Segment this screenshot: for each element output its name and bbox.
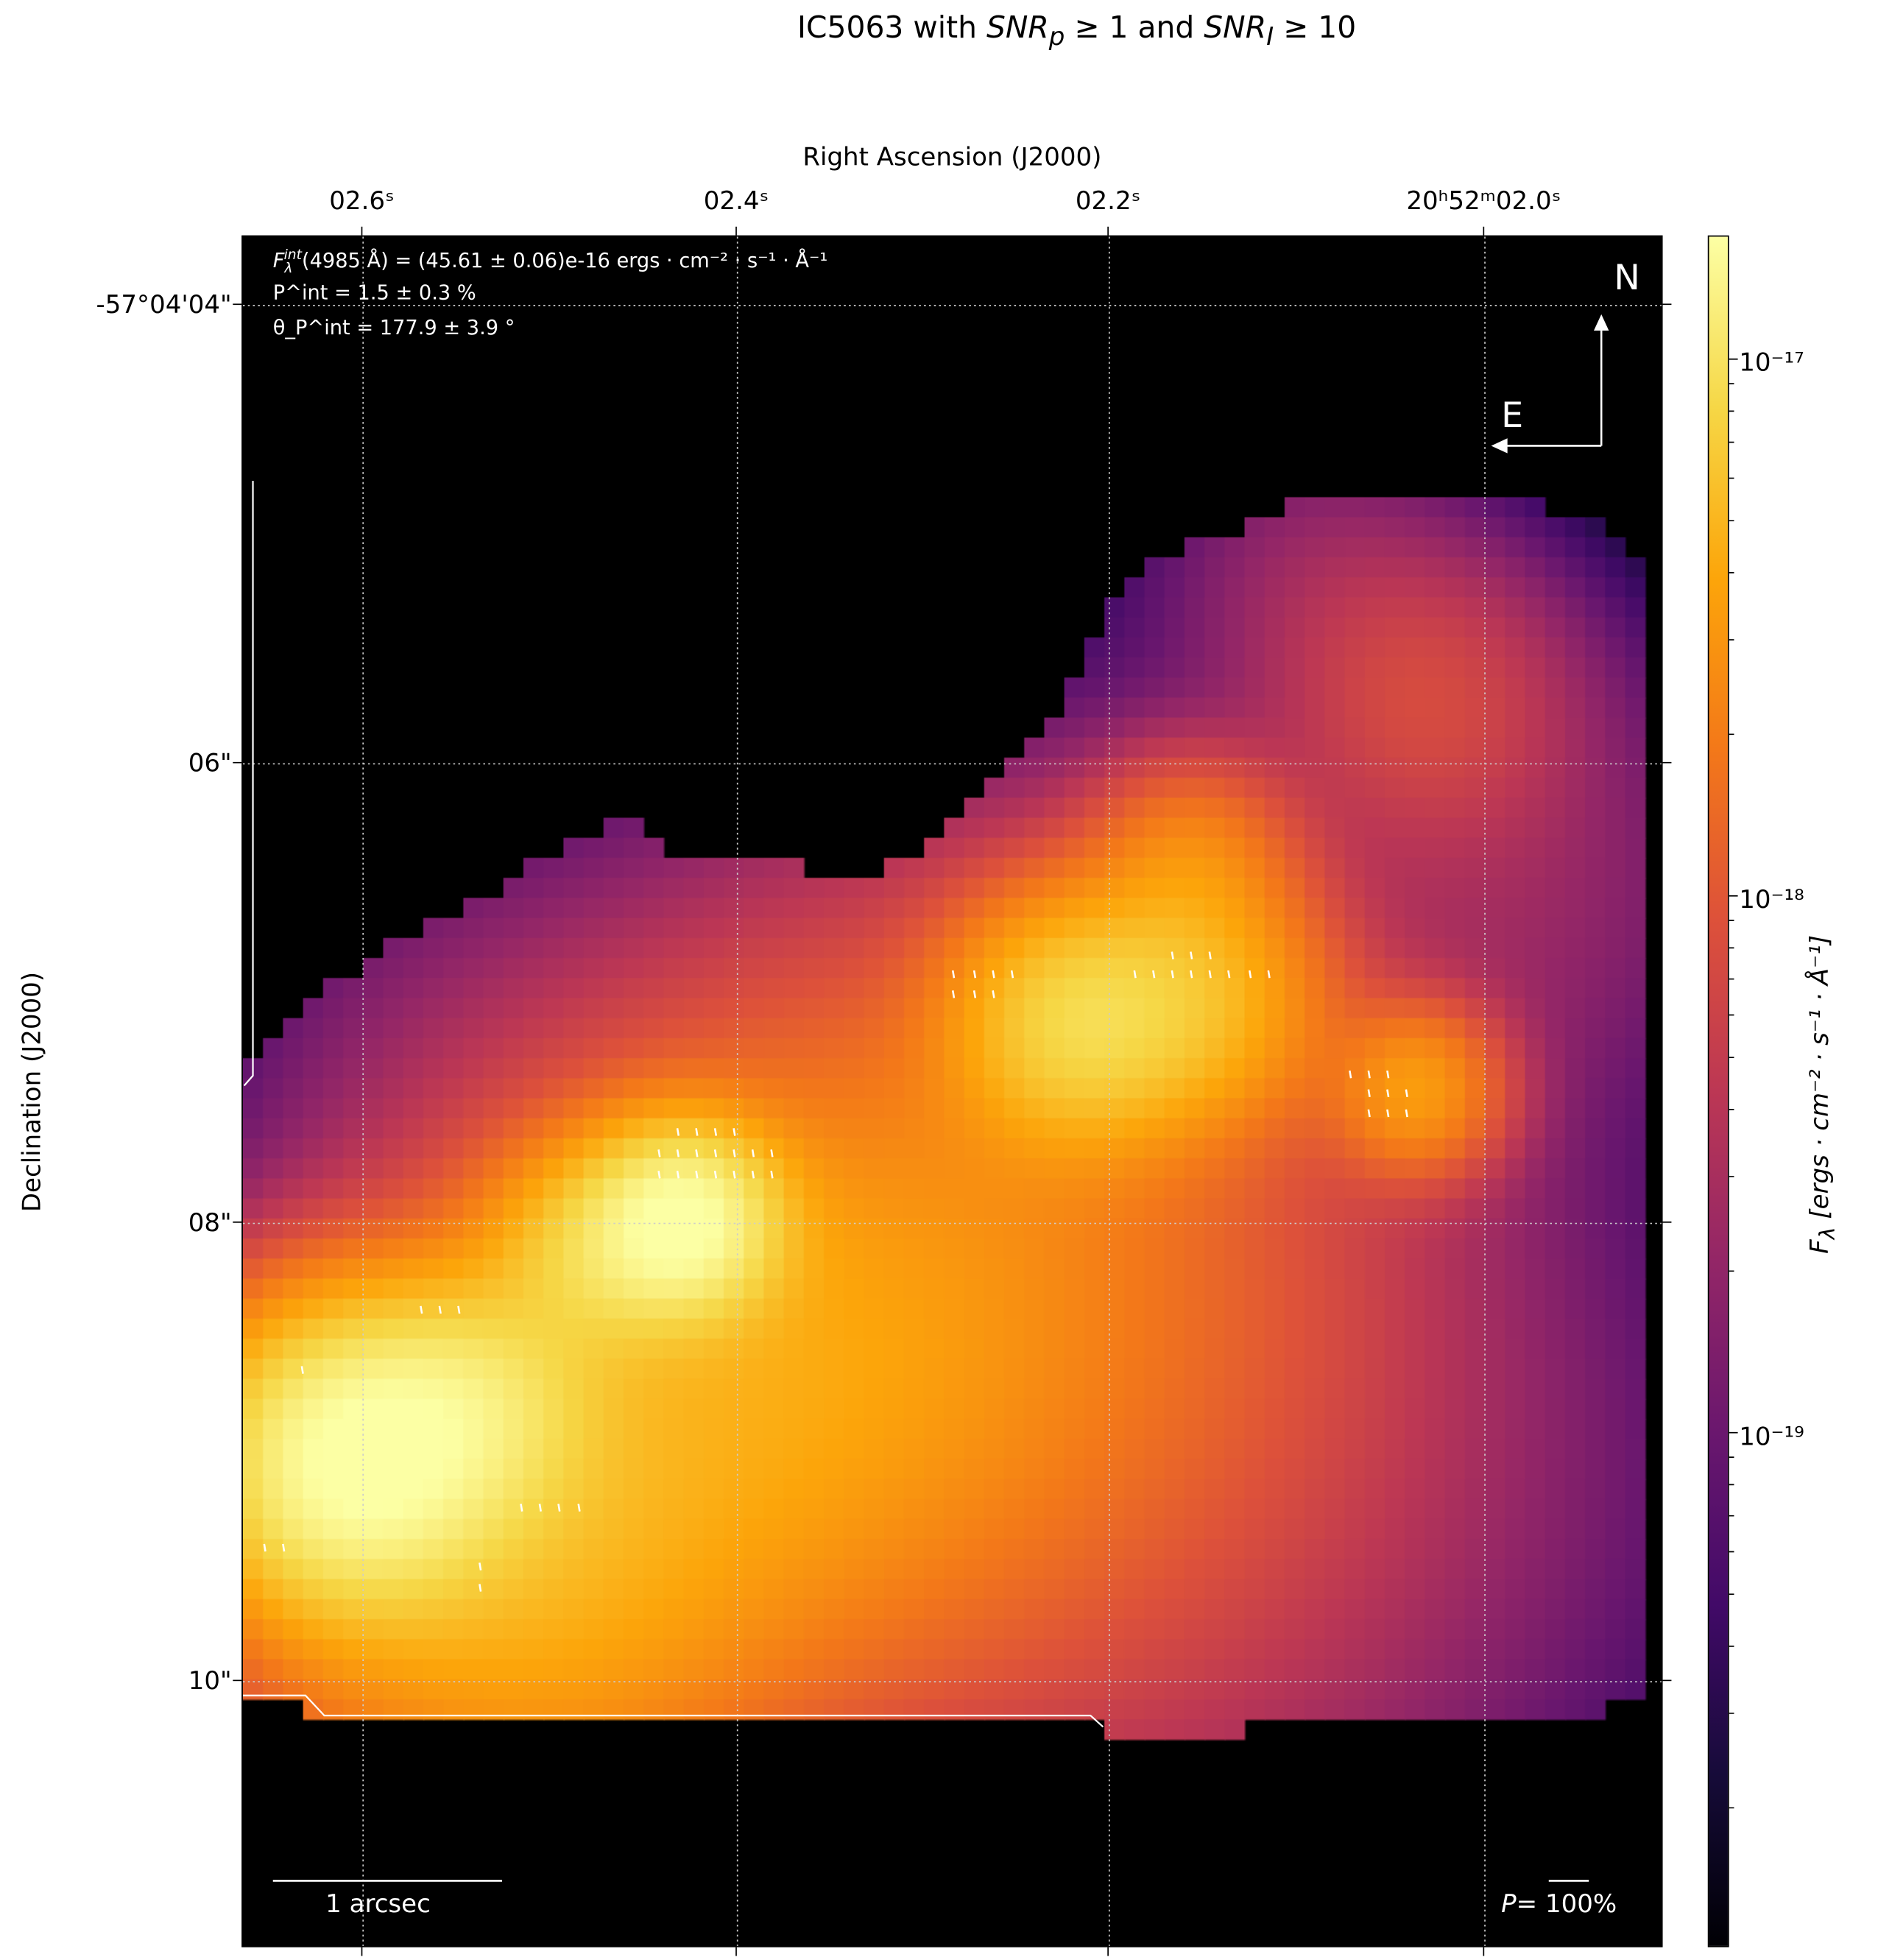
polarization-vector bbox=[1208, 951, 1212, 959]
polarization-vector bbox=[751, 1170, 755, 1179]
east-arrowhead-icon bbox=[1491, 438, 1508, 454]
x-tick-label: 02.4ˢ bbox=[703, 185, 769, 216]
polarization-vector bbox=[1405, 1089, 1408, 1098]
polarization-vector bbox=[538, 1504, 542, 1512]
title-mid: ≥ 1 and bbox=[1074, 10, 1204, 46]
polarization-vector bbox=[951, 990, 956, 998]
polarization-vector bbox=[657, 1149, 661, 1157]
compass-east-label: E bbox=[1501, 394, 1524, 436]
flux-heatmap bbox=[242, 236, 1662, 1946]
polarization-vector bbox=[1171, 970, 1174, 979]
polarization-vector bbox=[577, 1504, 581, 1512]
north-arrowhead-icon bbox=[1593, 314, 1609, 331]
integrated-polarization-annotation: P^int = 1.5 ± 0.3 % bbox=[272, 280, 476, 305]
polarization-scale-label: P= 100% bbox=[1501, 1888, 1617, 1919]
polarization-vector bbox=[733, 1170, 736, 1179]
polarization-vector bbox=[1133, 970, 1137, 979]
plot-area bbox=[241, 235, 1663, 1947]
polarization-vector bbox=[733, 1128, 736, 1136]
polarization-vector bbox=[733, 1149, 736, 1157]
polarization-vector bbox=[770, 1149, 774, 1157]
polarization-vector bbox=[695, 1149, 699, 1157]
polarization-vector bbox=[951, 970, 956, 979]
colorbar-label: Fλ [ergs · cm⁻² · s⁻¹ · Å⁻¹] bbox=[1804, 934, 1840, 1254]
polarization-vector bbox=[300, 1366, 304, 1374]
polarization-vector bbox=[1227, 970, 1231, 979]
title-prefix: IC5063 with bbox=[797, 10, 986, 46]
polarization-vector bbox=[438, 1305, 442, 1314]
polarization-vector bbox=[992, 990, 995, 998]
polarization-vector bbox=[557, 1504, 561, 1512]
polarization-vector bbox=[263, 1543, 266, 1552]
polarization-vector bbox=[1190, 970, 1193, 979]
polarization-vector bbox=[695, 1128, 699, 1136]
polarization-vector bbox=[1405, 1109, 1408, 1118]
polarization-vector bbox=[713, 1149, 718, 1157]
y-tick-label: -57°04'04" bbox=[96, 289, 232, 320]
integrated-flux-annotation: Fλint(4985 Å) = (45.61 ± 0.06)e-16 ergs … bbox=[272, 247, 828, 277]
colorbar-tick-label: 10⁻¹⁷ bbox=[1739, 347, 1804, 377]
polarization-vector bbox=[520, 1504, 523, 1512]
polarization-vector bbox=[676, 1170, 680, 1179]
polarization-vector bbox=[1349, 1070, 1352, 1079]
polarization-vector bbox=[657, 1170, 661, 1179]
polarization-vector bbox=[695, 1170, 699, 1179]
polarization-vector bbox=[479, 1584, 482, 1592]
polarization-vector bbox=[1249, 970, 1252, 979]
colorbar bbox=[1707, 235, 1729, 1947]
polarization-vector bbox=[1190, 951, 1193, 959]
polarization-vector bbox=[282, 1543, 286, 1552]
polarization-vector bbox=[713, 1128, 718, 1136]
polarization-vector bbox=[1208, 970, 1212, 979]
contour-line bbox=[242, 1694, 1104, 1728]
polarization-vector bbox=[992, 970, 995, 979]
title-i-sub: I bbox=[1266, 21, 1274, 52]
scale-bar-label: 1 arcsec bbox=[325, 1888, 431, 1919]
polarization-vector bbox=[1010, 970, 1014, 979]
compass-north-label: N bbox=[1614, 256, 1640, 298]
polarization-vector bbox=[420, 1305, 423, 1314]
x-tick-label: 02.2ˢ bbox=[1075, 185, 1141, 216]
title-snr-i: SNR bbox=[1204, 10, 1267, 46]
colorbar-ticks bbox=[1729, 358, 1738, 1809]
polarization-vector bbox=[1367, 1089, 1371, 1098]
polarization-vector bbox=[1267, 970, 1271, 979]
y-axis-label: Declination (J2000) bbox=[16, 971, 46, 1213]
polarization-vector bbox=[457, 1305, 461, 1314]
colorbar-tick-label: 10⁻¹⁸ bbox=[1739, 884, 1804, 914]
polarization-vector bbox=[1367, 1070, 1371, 1079]
x-tick-label: 20ʰ52ᵐ02.0ˢ bbox=[1406, 185, 1561, 216]
y-tick-label: 06" bbox=[188, 747, 232, 778]
polarization-vector bbox=[1171, 951, 1174, 959]
x-tick-label: 02.6ˢ bbox=[329, 185, 395, 216]
title-snr-p: SNR bbox=[986, 10, 1049, 46]
polarization-vector bbox=[713, 1170, 718, 1179]
polarization-vector bbox=[479, 1562, 482, 1571]
polarization-vector bbox=[1386, 1109, 1390, 1118]
y-tick-label: 08" bbox=[188, 1207, 232, 1238]
polarization-vector bbox=[751, 1149, 755, 1157]
plot-overlay bbox=[242, 236, 1662, 1946]
polarization-vector bbox=[1152, 970, 1156, 979]
colorbar-tick-label: 10⁻¹⁹ bbox=[1739, 1421, 1804, 1452]
polarization-vector bbox=[1386, 1070, 1390, 1079]
chart-title: IC5063 with SNRp ≥ 1 and SNRI ≥ 10 bbox=[0, 10, 1878, 52]
polarization-vector bbox=[1386, 1089, 1390, 1098]
title-suffix: ≥ 10 bbox=[1283, 10, 1357, 46]
polarization-vector bbox=[972, 990, 977, 998]
x-axis-label: Right Ascension (J2000) bbox=[802, 141, 1102, 172]
polarization-vector bbox=[770, 1170, 774, 1179]
polarization-vector bbox=[972, 970, 977, 979]
y-tick-label: 10" bbox=[188, 1665, 232, 1696]
polarization-angle-annotation: θ_P^int = 177.9 ± 3.9 ° bbox=[272, 315, 515, 339]
polarization-vector bbox=[1367, 1109, 1371, 1118]
axis-ticks bbox=[233, 226, 1672, 1956]
contour-line bbox=[243, 481, 254, 1087]
title-p-sub: p bbox=[1048, 21, 1065, 52]
polarization-vector bbox=[676, 1149, 680, 1157]
polarization-vector bbox=[676, 1128, 680, 1136]
